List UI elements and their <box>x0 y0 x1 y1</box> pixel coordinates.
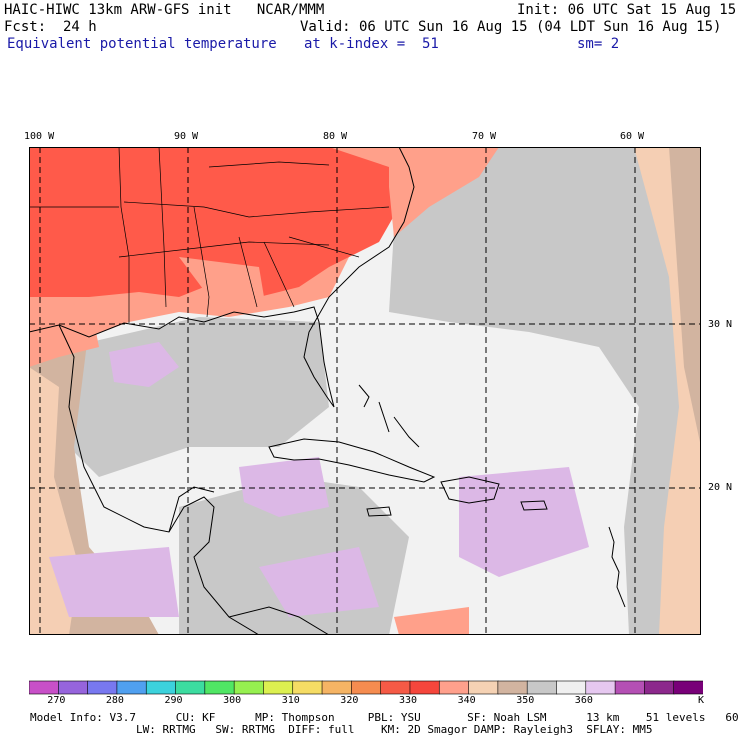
colorbar-cell <box>145 680 177 695</box>
texas-salmon-field <box>29 297 99 367</box>
colorbar-cell <box>380 680 411 695</box>
lat-lon-grid <box>29 147 701 635</box>
valid-time: Valid: 06 UTC Sun 16 Aug 15 (04 LDT Sun … <box>300 19 722 35</box>
title-line: HAIC-HIWC 13km ARW-GFS init NCAR/MMM <box>4 2 325 18</box>
colorbar-cell <box>321 680 353 695</box>
lavender-patch <box>49 547 179 617</box>
colorbar-tick-label: 300 <box>223 695 242 706</box>
colorbar-tick-label: 340 <box>457 695 476 706</box>
colorbar-cell <box>29 680 60 695</box>
colorbar-cell <box>87 680 118 695</box>
us-red-field <box>29 147 399 297</box>
lat-label-30n: 30 N <box>708 319 733 330</box>
colorbar-cell <box>585 680 616 695</box>
colorbar-cell <box>644 680 675 695</box>
colorbar-cell <box>233 680 265 695</box>
colorbar-tick-label: 350 <box>516 695 535 706</box>
lon-label-80w: 80 W <box>323 131 348 142</box>
lon-label-90w: 90 W <box>174 131 199 142</box>
colorbar-tick-label: 270 <box>47 695 66 706</box>
lavender-patch <box>239 457 329 517</box>
colorbar-cell <box>468 680 499 695</box>
model-info-line-2: LW: RRTMG SW: RRTMG DIFF: full KM: 2D Sm… <box>30 723 653 736</box>
east-tan-field <box>669 147 701 447</box>
colorbar-tick-label: 320 <box>340 695 359 706</box>
lon-label-60w: 60 W <box>620 131 645 142</box>
colorbar-cell <box>673 680 703 695</box>
atlantic-gray-field <box>389 147 701 635</box>
colorbar-cell <box>526 680 558 695</box>
lat-label-20n: 20 N <box>708 482 733 493</box>
colorbar <box>29 680 703 695</box>
level-index: at k-index = 51 <box>304 36 439 52</box>
colorbar-cell <box>351 680 382 695</box>
lon-label-70w: 70 W <box>472 131 497 142</box>
smoothing-value: sm= 2 <box>577 36 620 52</box>
lavender-patch <box>459 467 589 577</box>
model-info-line-1: Model Info: V3.7 CU: KF MP: Thompson PBL… <box>30 711 740 724</box>
salmon-patch <box>179 257 264 297</box>
colorbar-cell <box>116 680 148 695</box>
colorbar-cell <box>263 680 294 695</box>
colorbar-cell <box>292 680 323 695</box>
colorbar-tick-label: 280 <box>105 695 124 706</box>
coastal-salmon-field <box>389 147 499 237</box>
lavender-patch <box>259 547 379 617</box>
field-name: Equivalent potential temperature <box>7 36 277 52</box>
colorbar-cell <box>614 680 646 695</box>
colorbar-tick-label: 330 <box>399 695 418 706</box>
map-panel <box>29 147 701 635</box>
colorbar-tick-label: 290 <box>164 695 183 706</box>
lavender-patch <box>109 342 179 387</box>
colorbar-cell <box>409 680 441 695</box>
colorbar-cell <box>438 680 470 695</box>
colorbar-tick-label: 310 <box>281 695 300 706</box>
state-borders <box>29 147 390 323</box>
colorbar-unit: K <box>698 695 705 706</box>
colorbar-cell <box>57 680 89 695</box>
map-frame <box>29 147 701 635</box>
init-time: Init: 06 UTC Sat 15 Aug 15 <box>517 2 737 18</box>
colorbar-tick-label: 360 <box>574 695 593 706</box>
coastlines <box>29 147 626 635</box>
forecast-hour: Fcst: 24 h <box>4 19 97 35</box>
colorbar-cell <box>204 680 235 695</box>
colorbar-cell <box>556 680 587 695</box>
south-salmon-patch <box>394 607 469 635</box>
lon-label-100w: 100 W <box>24 131 55 142</box>
colorbar-cell <box>175 680 206 695</box>
colorbar-cell <box>497 680 528 695</box>
